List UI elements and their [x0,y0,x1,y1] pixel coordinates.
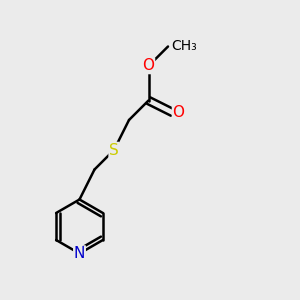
Text: N: N [74,246,85,261]
Text: CH₃: CH₃ [171,40,197,53]
Text: S: S [109,142,119,158]
Text: O: O [172,105,184,120]
Text: O: O [142,58,154,74]
